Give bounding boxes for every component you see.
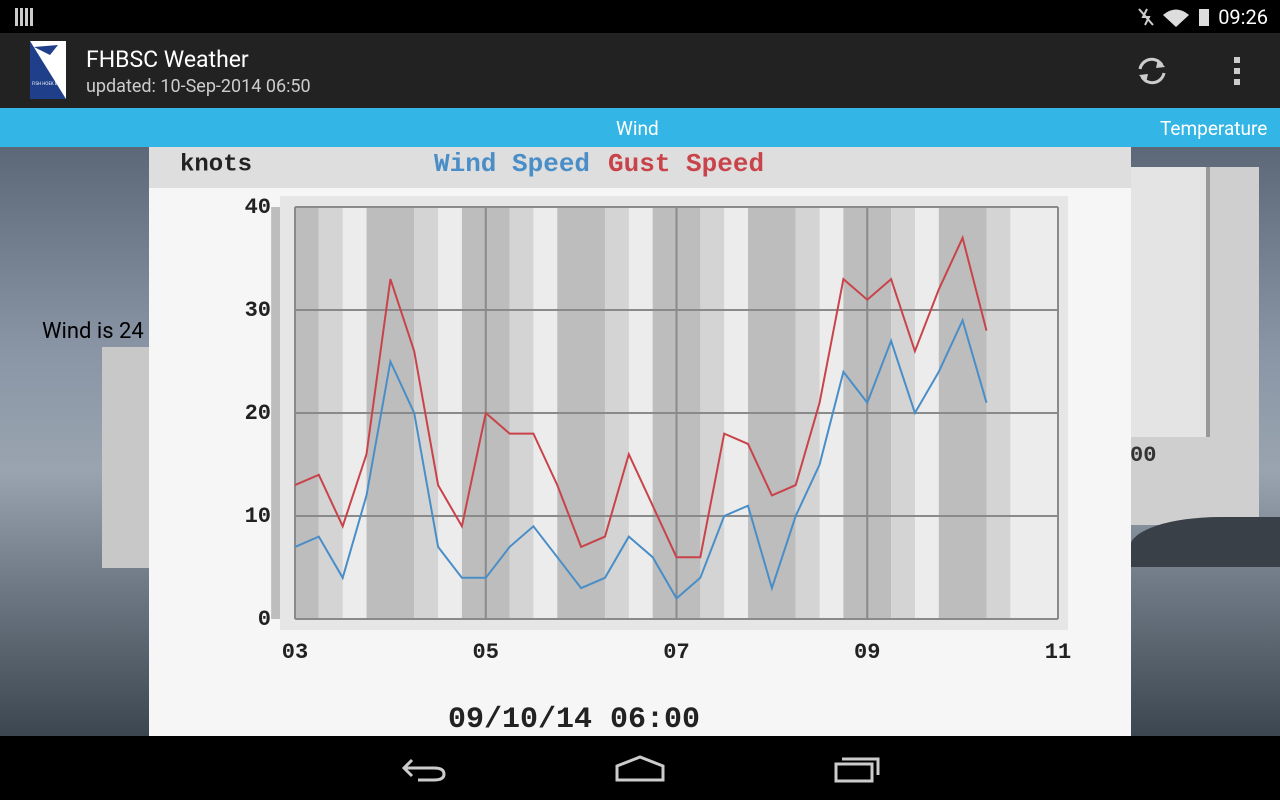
y-tick-label: 30 [245, 298, 271, 323]
plot-clip-right [1058, 207, 1068, 619]
recents-button[interactable] [832, 754, 882, 784]
x-tick-label: 09 [854, 640, 880, 665]
clock: 09:26 [1218, 5, 1268, 29]
background-plot [1120, 167, 1210, 437]
y-tick-label: 20 [245, 401, 271, 426]
legend-entry: Gust Speed [608, 149, 764, 179]
status-bar: 09:26 [0, 0, 1280, 33]
tab-wind[interactable]: Wind [616, 117, 659, 140]
action-bar: FISH HOEK BEACH SAILING CLUB FHBSC Weath… [0, 33, 1280, 108]
wind-text: Wind is 24 [42, 319, 144, 344]
x-tick-label: 05 [473, 640, 499, 665]
background-axis-label: 00 [1130, 443, 1157, 468]
navigation-bar [0, 736, 1280, 800]
plot-clip-left [280, 207, 295, 619]
logo-text: FISH HOEK BEACH SAILING CLUB [32, 81, 66, 86]
app-logo: FISH HOEK BEACH SAILING CLUB [30, 41, 66, 99]
x-tick-label: 11 [1045, 640, 1071, 665]
data-line [294, 234, 988, 559]
notification-icon [15, 8, 33, 26]
chart-header [149, 147, 1131, 188]
x-axis-label: 09/10/14 06:00 [448, 703, 700, 736]
y-tick-label: 40 [245, 195, 271, 220]
hill [1130, 517, 1280, 567]
y-tick-label: 10 [245, 504, 271, 529]
x-tick-label: 03 [282, 640, 308, 665]
data-line [294, 317, 988, 600]
y-axis-label: knots [180, 151, 252, 178]
legend-entry: Wind Speed [434, 149, 590, 179]
overflow-menu[interactable] [1228, 53, 1248, 89]
y-tick-label: 0 [258, 607, 271, 632]
app-subtitle: updated: 10-Sep-2014 06:50 [86, 76, 311, 97]
x-tick-label: 07 [663, 640, 689, 665]
tab-bar: Wind Temperature [0, 108, 1280, 147]
status-icons [1138, 8, 1209, 27]
tab-temperature[interactable]: Temperature [1160, 117, 1268, 140]
chart-dialog: knots 09/10/14 06:00 0 10 20 30 40 03 05 07 09 11… [149, 147, 1131, 736]
chart: knots 09/10/14 06:00 0 10 20 30 40 03 05 07 09 11… [149, 147, 1131, 736]
refresh-button[interactable] [1134, 53, 1170, 89]
app-title: FHBSC Weather [86, 46, 249, 73]
background-chart: 00 [1120, 167, 1259, 525]
home-button[interactable] [614, 754, 666, 784]
back-button[interactable] [400, 754, 448, 784]
